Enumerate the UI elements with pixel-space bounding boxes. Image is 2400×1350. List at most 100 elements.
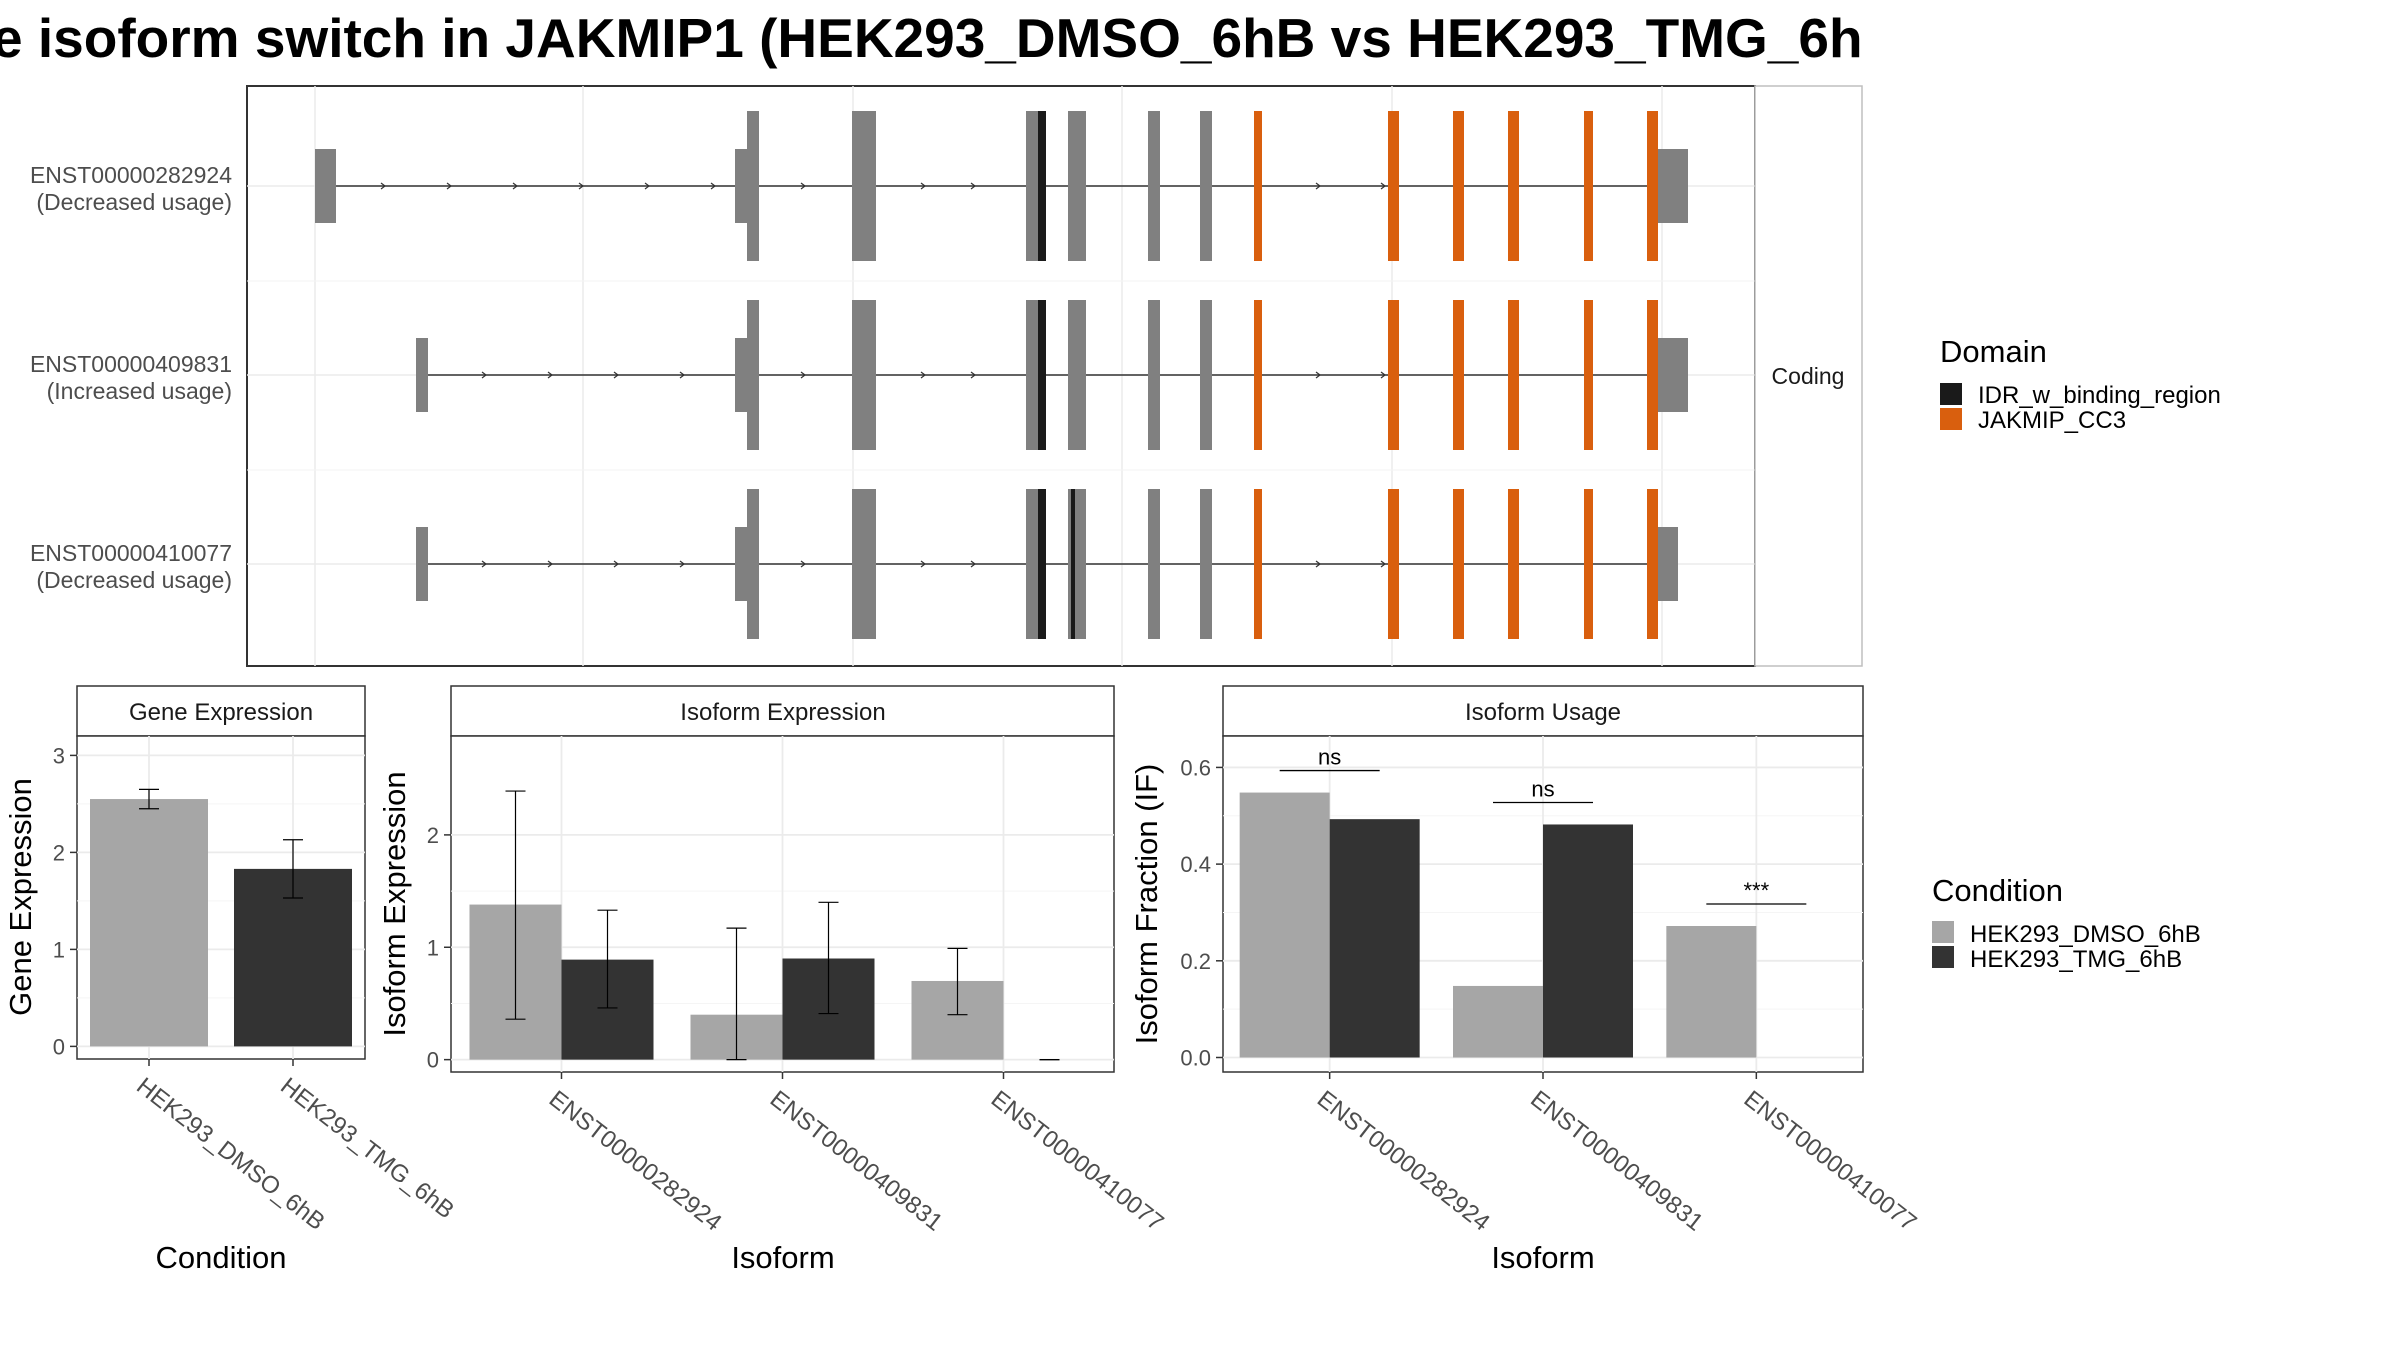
structure-facet-strip xyxy=(1754,85,1863,667)
y-tick-label: 0.6 xyxy=(1180,755,1211,780)
coding-exon xyxy=(1200,111,1212,261)
intron-arrow xyxy=(613,371,619,379)
intron-arrow xyxy=(380,182,386,190)
isoform-expression-ylabel: Isoform Expression xyxy=(377,771,412,1036)
intron-arrow xyxy=(1380,371,1386,379)
bar-ENST00000409831-HEK293_TMG_6hB xyxy=(1543,824,1633,1058)
isoform-usage-panel: Isoform Usage ns ns *** 0.0 0.2 0.4 0.6 ENST000… xyxy=(1129,685,1921,1275)
intron-arrow xyxy=(920,560,926,568)
y-tick-label: 0.2 xyxy=(1180,949,1211,974)
coding-exon xyxy=(1026,111,1041,261)
coding-exon xyxy=(747,111,759,261)
intron-arrow xyxy=(800,560,806,568)
coding-exon xyxy=(1148,111,1160,261)
intron-arrow xyxy=(481,371,487,379)
intron-arrow xyxy=(679,560,685,568)
figure-title: e isoform switch in JAKMIP1 (HEK293_DMSO… xyxy=(0,7,1863,69)
structure-panel: Coding ENST00000282924 (Decreased usage)… xyxy=(30,85,1863,667)
y-tick-label: 2 xyxy=(53,840,65,865)
cc3-domain-exon xyxy=(1254,489,1262,639)
intron-arrow xyxy=(578,182,584,190)
intron-arrow xyxy=(512,182,518,190)
cc3-domain-exon xyxy=(1388,111,1399,261)
first-exon xyxy=(315,149,336,223)
intron-arrow xyxy=(970,371,976,379)
legend-label-dmso: HEK293_DMSO_6hB xyxy=(1970,921,2201,948)
intron-arrow xyxy=(1315,560,1321,568)
legend-label-cc3: JAKMIP_CC3 xyxy=(1978,407,2126,434)
cc3-domain-exon xyxy=(1584,111,1593,261)
coding-exon xyxy=(1068,111,1086,261)
idr-domain-block xyxy=(1038,111,1046,261)
cc3-domain-exon xyxy=(1254,111,1262,261)
intron-arrow xyxy=(679,371,685,379)
coding-exon xyxy=(1026,489,1041,639)
transcript-track-2 xyxy=(416,300,1688,450)
domain-legend-title: Domain xyxy=(1940,334,2047,369)
bar-ENST00000410077-HEK293_DMSO_6hB xyxy=(1666,925,1757,1058)
intron-arrow xyxy=(547,560,553,568)
isoform-expression-xlabel: Isoform xyxy=(731,1240,834,1275)
intron-arrow xyxy=(970,182,976,190)
structure-plot-area xyxy=(246,85,1756,667)
transcript-track-1 xyxy=(315,111,1688,261)
coding-exon xyxy=(1200,489,1212,639)
exon-utr xyxy=(735,149,749,223)
coding-exon xyxy=(1068,489,1086,639)
isoform-usage-strip xyxy=(1222,685,1864,737)
intron-arrow xyxy=(1315,371,1321,379)
legend-swatch-tmg xyxy=(1932,946,1954,968)
intron-arrow xyxy=(644,182,650,190)
first-exon xyxy=(416,527,428,601)
gene-expression-strip-title: Gene Expression xyxy=(129,699,313,726)
coding-exon xyxy=(1148,489,1160,639)
cc3-domain-exon xyxy=(1508,489,1519,639)
legend-swatch-dmso xyxy=(1932,921,1954,943)
coding-exon xyxy=(852,300,876,450)
intron-arrow xyxy=(1315,182,1321,190)
x-tick-label: ENST00000282924 xyxy=(544,1085,727,1236)
cc3-domain-exon xyxy=(1453,111,1464,261)
coding-exon xyxy=(852,489,876,639)
cc3-domain-exon xyxy=(1508,111,1519,261)
x-tick-label: ENST00000282924 xyxy=(1312,1085,1495,1236)
isoform-expression-panel: Isoform Expression 0 1 2 ENST00000282924 ENS… xyxy=(377,685,1169,1275)
coding-exon xyxy=(1200,300,1212,450)
coding-exon xyxy=(852,111,876,261)
gene-expression-xlabel: Condition xyxy=(156,1240,287,1275)
x-tick-label: ENST00000410077 xyxy=(986,1085,1169,1236)
legend-label-idr: IDR_w_binding_region xyxy=(1978,382,2221,409)
cc3-domain-exon xyxy=(1647,300,1658,450)
transcript-track-3 xyxy=(416,489,1678,639)
last-exon-utr xyxy=(1658,149,1688,223)
intron-arrow xyxy=(547,371,553,379)
transcript-id-3: ENST00000410077 xyxy=(30,540,232,566)
intron-arrow xyxy=(710,182,716,190)
y-tick-label: 2 xyxy=(427,823,439,848)
legend-swatch-cc3 xyxy=(1940,408,1962,430)
last-exon-utr xyxy=(1658,338,1688,412)
intron-arrow xyxy=(481,560,487,568)
y-tick-label: 0 xyxy=(53,1034,65,1059)
coding-exon xyxy=(1148,300,1160,450)
intron-arrow xyxy=(446,182,452,190)
transcript-usage-2: (Increased usage) xyxy=(47,378,232,404)
last-exon-utr xyxy=(1658,527,1678,601)
coding-exon xyxy=(1068,300,1086,450)
bar-HEK293_DMSO_6hB-value xyxy=(90,799,208,1047)
exon-utr xyxy=(735,338,749,412)
coding-exon xyxy=(747,300,759,450)
first-exon xyxy=(416,338,428,412)
idr-domain-block xyxy=(1071,489,1075,639)
y-tick-label: 0 xyxy=(427,1048,439,1073)
cc3-domain-exon xyxy=(1584,300,1593,450)
cc3-domain-exon xyxy=(1453,489,1464,639)
coding-exon xyxy=(747,489,759,639)
x-tick-label: ENST00000409831 xyxy=(1525,1085,1708,1236)
intron-arrow xyxy=(920,182,926,190)
isoform-usage-ylabel: Isoform Fraction (IF) xyxy=(1129,764,1164,1045)
intron-arrow xyxy=(1380,560,1386,568)
exon-utr xyxy=(735,527,749,601)
intron-arrow xyxy=(970,560,976,568)
